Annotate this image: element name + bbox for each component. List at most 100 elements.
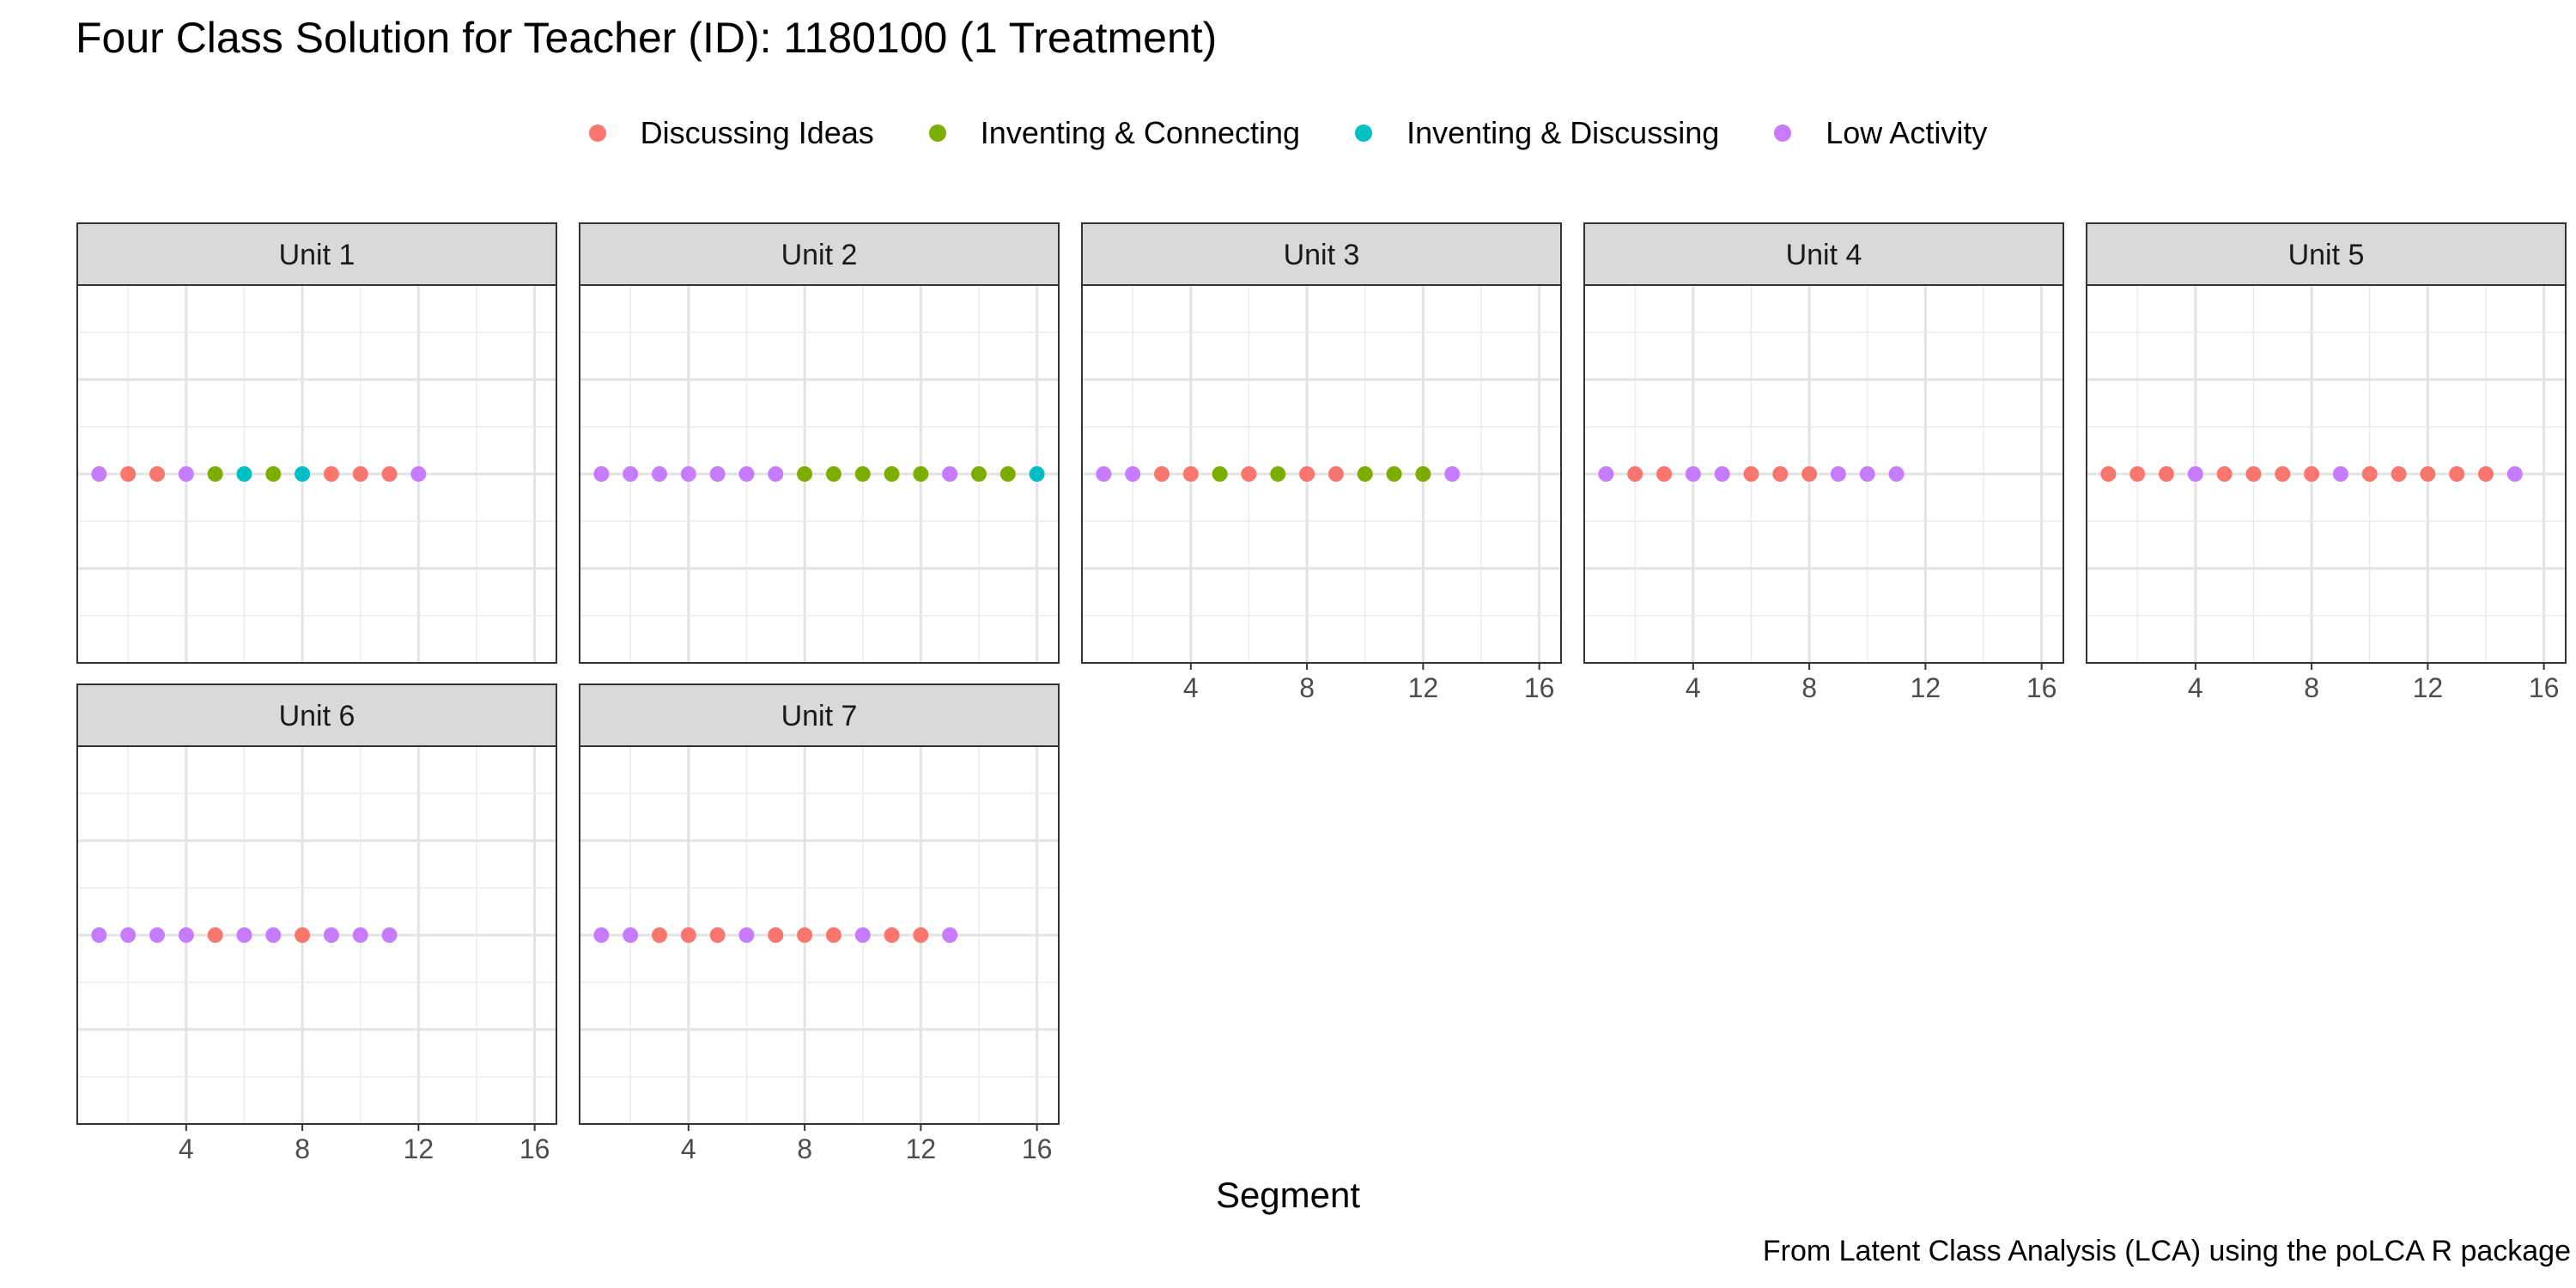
data-point-unit-2-segment-12 <box>913 466 929 482</box>
legend-label: Inventing & Discussing <box>1406 115 1720 150</box>
data-point-unit-7-segment-8 <box>797 927 813 943</box>
data-point-unit-7-segment-7 <box>768 927 784 943</box>
data-point-unit-5-segment-12 <box>2420 466 2436 482</box>
x-tick-label: 16 <box>519 1133 550 1164</box>
facet-strip-unit-3 <box>1081 222 1562 286</box>
data-point-unit-4-segment-1 <box>1598 466 1614 482</box>
data-point-unit-3-segment-9 <box>1327 466 1344 482</box>
data-point-unit-4-segment-7 <box>1772 466 1789 482</box>
legend-item-discussing-ideas: Discussing Ideas <box>588 113 874 153</box>
data-point-unit-1-segment-8 <box>295 466 311 482</box>
data-point-unit-3-segment-3 <box>1154 466 1170 482</box>
data-point-unit-7-segment-11 <box>884 927 900 943</box>
panel-border-unit-4 <box>1583 284 2064 664</box>
legend-key-inventing-connecting <box>928 125 946 142</box>
x-axis-label: Segment <box>1215 1175 1361 1215</box>
chart-caption: From Latent Class Analysis (LCA) using t… <box>1762 1235 2571 1267</box>
x-tick-label: 4 <box>681 1133 696 1164</box>
data-point-unit-3-segment-6 <box>1241 466 1257 482</box>
data-point-unit-1-segment-9 <box>323 466 339 482</box>
data-point-unit-1-segment-7 <box>265 466 282 482</box>
data-point-unit-4-segment-10 <box>1859 466 1875 482</box>
x-tick-label: 16 <box>2529 672 2560 703</box>
data-point-unit-5-segment-10 <box>2361 466 2378 482</box>
legend-key-low-activity <box>1774 125 1792 142</box>
data-point-unit-1-segment-12 <box>410 466 427 482</box>
data-point-unit-1-segment-2 <box>120 466 137 482</box>
panel-border-unit-3 <box>1081 284 1562 664</box>
data-point-unit-3-segment-2 <box>1125 466 1141 482</box>
data-point-unit-6-segment-6 <box>236 927 252 943</box>
panel-border-unit-2 <box>579 284 1060 664</box>
x-tick-label: 8 <box>797 1133 812 1164</box>
x-tick-label: 4 <box>1686 672 1701 703</box>
data-point-unit-1-segment-5 <box>207 466 223 482</box>
facet-label-unit-4: Unit 4 <box>1786 239 1862 271</box>
data-point-unit-4-segment-11 <box>1888 466 1905 482</box>
data-point-unit-7-segment-2 <box>623 927 639 943</box>
data-point-unit-7-segment-6 <box>738 927 755 943</box>
data-point-unit-1-segment-10 <box>352 466 368 482</box>
data-point-unit-4-segment-6 <box>1743 466 1759 482</box>
data-point-unit-5-segment-2 <box>2129 466 2146 482</box>
data-point-unit-4-segment-5 <box>1714 466 1730 482</box>
data-point-unit-2-segment-9 <box>825 466 841 482</box>
chart-title: Four Class Solution for Teacher (ID): 11… <box>76 14 1218 62</box>
panel-border-unit-5 <box>2086 284 2567 664</box>
x-tick-label: 16 <box>1022 1133 1053 1164</box>
data-point-unit-6-segment-11 <box>381 927 398 943</box>
x-tick-label: 8 <box>1299 672 1315 703</box>
facet-strip-unit-5 <box>2086 222 2567 286</box>
x-tick-label: 4 <box>1183 672 1199 703</box>
data-point-unit-3-segment-13 <box>1444 466 1461 482</box>
facet-label-unit-2: Unit 2 <box>781 239 858 271</box>
data-point-unit-3-segment-4 <box>1182 466 1199 482</box>
data-point-unit-6-segment-10 <box>352 927 368 943</box>
panel-border-unit-7 <box>579 745 1060 1125</box>
data-point-unit-3-segment-8 <box>1299 466 1315 482</box>
data-point-unit-2-segment-16 <box>1029 466 1045 482</box>
x-tick-label: 12 <box>1408 672 1439 703</box>
legend-key-discussing-ideas <box>588 125 606 142</box>
data-point-unit-7-segment-10 <box>854 927 871 943</box>
facet-strip-unit-1 <box>76 222 557 286</box>
data-point-unit-2-segment-13 <box>942 466 958 482</box>
data-point-unit-7-segment-3 <box>652 927 667 943</box>
data-point-unit-4-segment-4 <box>1685 466 1701 482</box>
data-point-unit-1-segment-6 <box>236 466 252 482</box>
data-point-unit-6-segment-8 <box>295 927 311 943</box>
data-point-unit-5-segment-1 <box>2100 466 2117 482</box>
legend-item-inventing-connecting: Inventing & Connecting <box>928 113 1300 153</box>
data-point-unit-7-segment-13 <box>942 927 958 943</box>
legend-label: Discussing Ideas <box>640 115 874 150</box>
facet-label-unit-6: Unit 6 <box>279 700 355 732</box>
facet-label-unit-3: Unit 3 <box>1284 239 1360 271</box>
data-point-unit-5-segment-8 <box>2304 466 2320 482</box>
x-tick-label: 8 <box>295 1133 310 1164</box>
data-point-unit-6-segment-7 <box>265 927 282 943</box>
x-tick-label: 4 <box>179 1133 194 1164</box>
legend-key-inventing-discussing <box>1355 125 1373 142</box>
data-point-unit-3-segment-1 <box>1096 466 1112 482</box>
legend-item-low-activity: Low Activity <box>1774 113 1987 153</box>
x-tick-label: 12 <box>906 1133 937 1164</box>
data-point-unit-4-segment-8 <box>1801 466 1818 482</box>
data-point-unit-7-segment-1 <box>593 927 610 943</box>
data-point-unit-4-segment-2 <box>1627 466 1643 482</box>
data-point-unit-6-segment-3 <box>149 927 165 943</box>
x-tick-label: 8 <box>2304 672 2319 703</box>
data-point-unit-6-segment-5 <box>207 927 223 943</box>
data-point-unit-6-segment-2 <box>120 927 137 943</box>
data-point-unit-1-segment-3 <box>149 466 165 482</box>
data-point-unit-2-segment-8 <box>797 466 813 482</box>
data-point-unit-2-segment-5 <box>709 466 726 482</box>
data-point-unit-2-segment-10 <box>854 466 871 482</box>
data-point-unit-5-segment-14 <box>2478 466 2494 482</box>
data-point-unit-7-segment-12 <box>913 927 929 943</box>
data-point-unit-1-segment-4 <box>178 466 194 482</box>
data-point-unit-4-segment-3 <box>1656 466 1672 482</box>
data-point-unit-6-segment-9 <box>323 927 339 943</box>
data-point-unit-5-segment-5 <box>2216 466 2233 482</box>
data-point-unit-5-segment-15 <box>2506 466 2523 482</box>
